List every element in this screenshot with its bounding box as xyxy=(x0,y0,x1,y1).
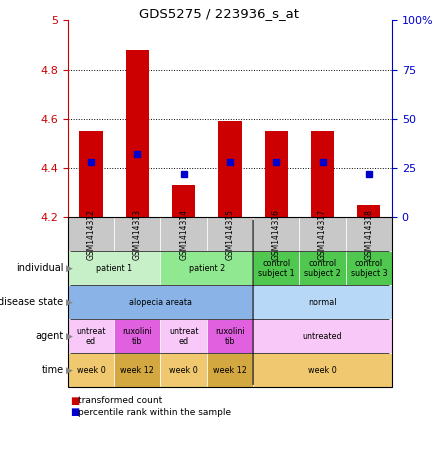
Text: GSM1414314: GSM1414314 xyxy=(179,209,188,260)
Text: control
subject 3: control subject 3 xyxy=(350,259,387,278)
Text: ■: ■ xyxy=(70,407,79,417)
Text: GSM1414313: GSM1414313 xyxy=(133,209,142,260)
Text: transformed count: transformed count xyxy=(78,396,162,405)
Bar xyxy=(172,185,195,217)
Text: GSM1414312: GSM1414312 xyxy=(87,209,95,260)
Text: week 0: week 0 xyxy=(169,366,198,375)
Text: GSM1414315: GSM1414315 xyxy=(226,209,234,260)
Bar xyxy=(265,131,288,217)
Text: time: time xyxy=(41,365,64,376)
Text: untreat
ed: untreat ed xyxy=(169,327,198,346)
Text: patient 2: patient 2 xyxy=(189,264,225,273)
Text: ▶: ▶ xyxy=(66,366,73,375)
Text: disease state: disease state xyxy=(0,297,64,308)
Bar xyxy=(219,121,241,217)
Text: patient 1: patient 1 xyxy=(96,264,132,273)
Text: untreat
ed: untreat ed xyxy=(76,327,106,346)
Text: ▶: ▶ xyxy=(66,298,73,307)
Text: individual: individual xyxy=(16,263,64,274)
Text: ruxolini
tib: ruxolini tib xyxy=(123,327,152,346)
Text: week 12: week 12 xyxy=(213,366,247,375)
Text: ruxolini
tib: ruxolini tib xyxy=(215,327,245,346)
Text: GSM1414317: GSM1414317 xyxy=(318,209,327,260)
Text: untreated: untreated xyxy=(303,332,343,341)
Bar xyxy=(79,131,102,217)
Text: ▶: ▶ xyxy=(66,264,73,273)
Text: ▶: ▶ xyxy=(66,332,73,341)
Text: GSM1414316: GSM1414316 xyxy=(272,209,281,260)
Text: agent: agent xyxy=(35,331,64,342)
Text: week 0: week 0 xyxy=(308,366,337,375)
Text: ■: ■ xyxy=(70,396,79,406)
Text: normal: normal xyxy=(308,298,337,307)
Text: week 0: week 0 xyxy=(77,366,106,375)
Bar xyxy=(126,50,149,217)
Text: control
subject 2: control subject 2 xyxy=(304,259,341,278)
Text: percentile rank within the sample: percentile rank within the sample xyxy=(78,408,231,417)
Text: alopecia areata: alopecia areata xyxy=(129,298,192,307)
Text: week 12: week 12 xyxy=(120,366,154,375)
Bar xyxy=(357,205,381,217)
Bar xyxy=(311,131,334,217)
Text: GSM1414318: GSM1414318 xyxy=(364,209,373,260)
Text: GDS5275 / 223936_s_at: GDS5275 / 223936_s_at xyxy=(139,7,299,20)
Text: control
subject 1: control subject 1 xyxy=(258,259,295,278)
